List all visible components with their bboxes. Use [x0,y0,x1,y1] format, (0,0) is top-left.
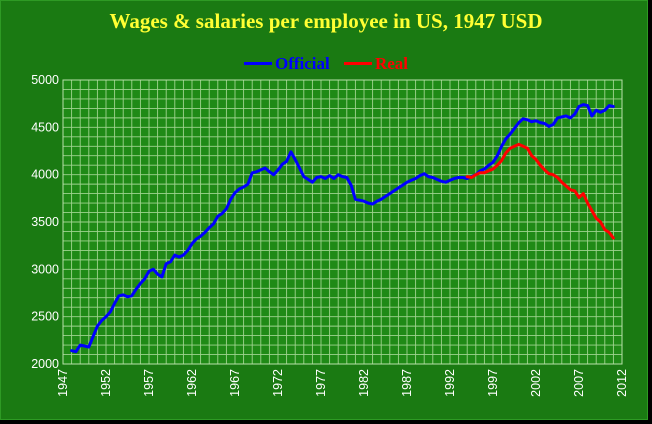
y-tick-label: 5000 [31,73,59,87]
legend-entry-real: Real [343,53,409,74]
legend-swatch-real [343,62,372,65]
y-tick-label: 3500 [31,215,59,229]
x-tick-label: 2007 [572,369,586,397]
x-tick-label: 1952 [99,369,113,397]
x-tick-label: 2002 [529,369,543,397]
x-tick-label: 1987 [400,369,414,397]
legend-label-official: Official [274,53,330,73]
y-tick-label: 2000 [31,357,59,371]
y-tick-label: 4500 [31,120,59,134]
x-tick-label: 1947 [56,369,70,397]
y-tick-label: 3000 [31,262,59,276]
series-line-real [465,142,615,240]
gridlines [62,79,623,365]
series-lines [70,103,615,354]
x-axis: 1947 1952 1957 1962 1967 1972 1977 1982 1987 1992… [56,369,629,397]
y-tick-label: 2500 [31,310,59,324]
x-tick-label: 1997 [486,369,500,397]
x-tick-label: 1982 [357,369,371,397]
legend: Official Real [0,50,652,74]
x-tick-label: 1972 [271,369,285,397]
x-tick-label: 1992 [443,369,457,397]
x-tick-label: 1962 [185,369,199,397]
x-tick-label: 1967 [228,369,242,397]
legend-label-real: Real [374,53,409,73]
series-line-official [70,103,615,354]
x-tick-label: 1977 [314,369,328,397]
plot-border [62,79,623,365]
x-tick-label: 2012 [615,369,629,397]
y-tick-label: 4000 [31,168,59,182]
legend-entry-official: Official [243,53,330,74]
y-axis: 2000 2500 3000 3500 4000 4500 5000 [31,73,59,371]
legend-swatch-official [243,62,272,65]
chart-title: Wages & salaries per employee in US, 194… [109,9,543,33]
x-tick-label: 1957 [142,369,156,397]
